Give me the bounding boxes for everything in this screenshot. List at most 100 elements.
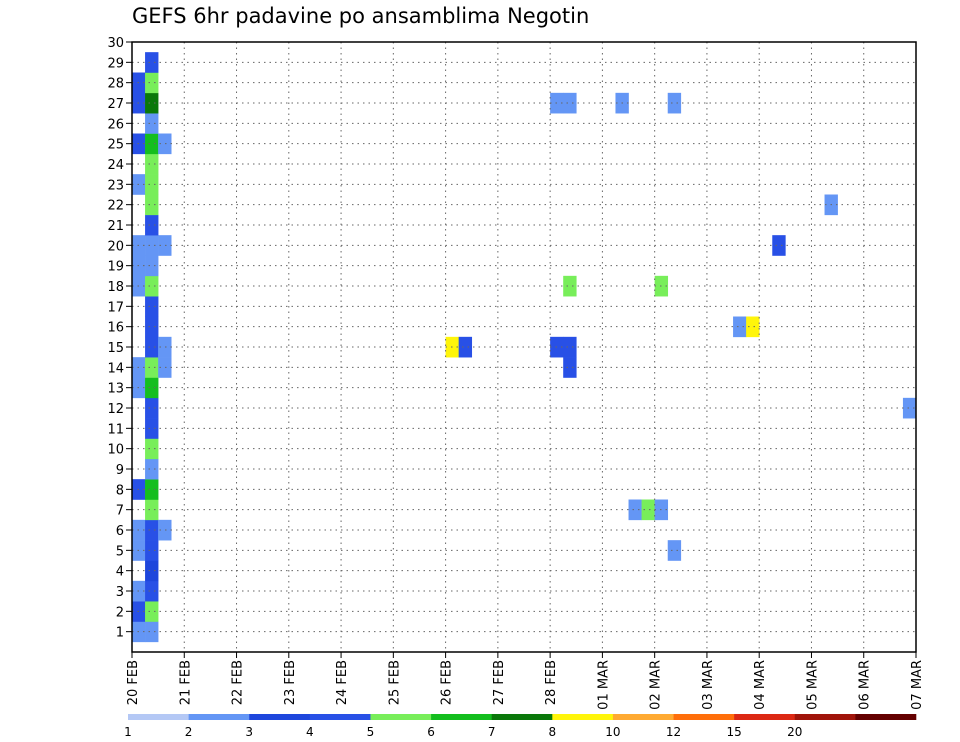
x-tick-label: 21 FEB (178, 660, 193, 705)
heatmap-cell (145, 316, 159, 338)
y-tick-label: 11 (107, 422, 124, 437)
heatmap-cell (145, 235, 159, 256)
x-tick-label: 28 FEB (544, 660, 559, 705)
heatmap-cell (145, 377, 159, 399)
heatmap-cell (145, 296, 159, 317)
y-tick-label: 8 (116, 483, 124, 498)
x-tick-label: 22 FEB (231, 660, 246, 705)
colorbar-segment (249, 714, 311, 720)
y-tick-label: 30 (107, 36, 124, 51)
colorbar-segment (128, 714, 189, 720)
colorbar-label: 5 (367, 725, 375, 739)
y-tick-label: 23 (107, 178, 124, 193)
y-tick-label: 18 (107, 280, 124, 295)
heatmap-cell (145, 499, 159, 521)
y-tick-label: 29 (107, 56, 124, 71)
y-tick-label: 12 (107, 402, 124, 417)
y-tick-label: 3 (116, 585, 124, 600)
y-tick-label: 19 (107, 260, 124, 275)
colorbar-segment (370, 714, 432, 720)
y-tick-label: 2 (116, 605, 124, 620)
x-tick-label: 01 MAR (596, 660, 611, 710)
heatmap-cell (628, 499, 642, 521)
y-tick-label: 27 (107, 97, 124, 112)
heatmap-cell (145, 52, 159, 73)
heatmap-cell (563, 357, 577, 378)
colorbar-segment (491, 714, 553, 720)
y-tick-label: 22 (107, 199, 124, 214)
heatmap-cell (145, 397, 159, 419)
heatmap-cell (733, 316, 747, 338)
heatmap-cell (158, 519, 172, 541)
colorbar-label: 12 (666, 725, 681, 739)
heatmap-cell (145, 418, 159, 439)
heatmap-cell (158, 235, 172, 256)
y-tick-label: 24 (107, 158, 124, 173)
x-axis: 20 FEB 21 FEB 22 FEB 23 FEB 24 FEB 25 FEB 26 F… (126, 652, 925, 710)
colorbar: 1 2 3 4 5 6 7 8 10 12 15 20 (124, 714, 917, 739)
heatmap-cell (145, 560, 159, 582)
y-tick-label: 17 (107, 300, 124, 315)
heatmap-cell (145, 174, 159, 195)
x-tick-label: 24 FEB (335, 660, 350, 705)
y-tick-label: 4 (116, 565, 124, 580)
heatmap-cell (641, 499, 655, 521)
y-tick-label: 21 (107, 219, 124, 234)
x-tick-label: 06 MAR (858, 660, 873, 710)
x-tick-label: 02 MAR (649, 660, 664, 710)
x-tick-label: 27 FEB (492, 660, 507, 705)
heatmap-cell (158, 357, 172, 378)
y-tick-label: 16 (107, 321, 124, 336)
colorbar-label: 3 (245, 725, 253, 739)
colorbar-label: 20 (787, 725, 802, 739)
heatmap-cells (132, 52, 917, 643)
x-tick-label: 03 MAR (701, 660, 716, 710)
colorbar-label: 2 (185, 725, 193, 739)
heatmap-cell (145, 438, 159, 460)
colorbar-label: 4 (306, 725, 314, 739)
heatmap-cell (145, 194, 159, 216)
colorbar-segment (309, 714, 371, 720)
y-axis: 1234567891011121314151617181920212223242… (107, 36, 132, 641)
colorbar-label: 15 (727, 725, 742, 739)
x-tick-label: 20 FEB (126, 660, 141, 705)
heatmap-cell (563, 275, 577, 297)
colorbar-label: 1 (124, 725, 132, 739)
x-tick-label: 23 FEB (283, 660, 298, 705)
y-tick-label: 9 (116, 463, 124, 478)
heatmap-cell (145, 479, 159, 500)
x-tick-label: 25 FEB (387, 660, 402, 705)
heatmap-cell (145, 540, 159, 561)
heatmap-cell (145, 255, 159, 277)
x-tick-label: 05 MAR (805, 660, 820, 710)
colorbar-segment (855, 714, 917, 720)
colorbar-label: 6 (427, 725, 435, 739)
heatmap-cell (145, 601, 159, 622)
heatmap-cell (145, 580, 159, 602)
heatmap-cell (145, 275, 159, 297)
heatmap-cell (563, 336, 577, 358)
y-tick-label: 15 (107, 341, 124, 356)
y-tick-label: 5 (116, 544, 124, 559)
colorbar-segment (612, 714, 674, 720)
colorbar-segment (673, 714, 735, 720)
y-tick-label: 13 (107, 382, 124, 397)
colorbar-segment (794, 714, 856, 720)
grid-lines (132, 41, 916, 652)
colorbar-segment (734, 714, 796, 720)
heatmap-cell (145, 519, 159, 541)
heatmap-cell (667, 92, 682, 114)
y-tick-label: 20 (107, 239, 124, 254)
y-tick-label: 26 (107, 117, 124, 132)
heatmap-cell (772, 235, 786, 256)
colorbar-label: 8 (548, 725, 556, 739)
colorbar-segment (188, 714, 250, 720)
y-tick-label: 6 (116, 524, 124, 539)
x-tick-label: 07 MAR (910, 660, 925, 710)
y-tick-label: 14 (107, 361, 124, 376)
heatmap-cell (145, 153, 159, 175)
heatmap-cell (145, 336, 159, 358)
heatmap-cell (746, 316, 760, 338)
heatmap-cell (145, 214, 159, 236)
